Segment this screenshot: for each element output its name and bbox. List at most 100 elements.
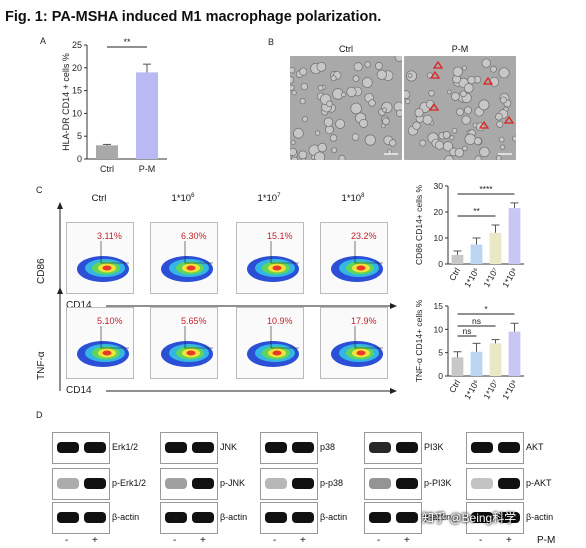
flow-percentage: 15.1% (267, 231, 293, 241)
significance-label: ** (473, 206, 480, 216)
blot-panel (260, 468, 318, 500)
cell (404, 90, 411, 99)
cell (299, 98, 306, 105)
y-tick-label: 30 (434, 181, 444, 191)
y-tick-label: 10 (434, 233, 444, 243)
cell (435, 140, 445, 150)
y-axis-label: HLA-DR CD14 + cells % (61, 53, 71, 151)
significance-label: ns (472, 316, 481, 326)
blot-label: p-p38 (320, 478, 344, 488)
blot-label: PI3K (424, 442, 444, 452)
cell (353, 62, 363, 72)
cell (299, 67, 308, 76)
treatment-minus: - (479, 535, 483, 546)
significance-label: ns (463, 326, 472, 336)
y-tick-label: 20 (434, 207, 444, 217)
significance-label: ** (123, 37, 131, 47)
flow-row-ylabel: TNF-α (36, 351, 47, 380)
cell (368, 99, 376, 107)
flow-percentage: 6.30% (181, 231, 207, 241)
flow-axis-arrows (56, 287, 401, 402)
cell (314, 151, 326, 160)
cell (407, 73, 413, 78)
cell (302, 116, 308, 123)
panel-d-label: D (36, 410, 43, 420)
cell (444, 155, 454, 160)
cell (317, 142, 327, 153)
bar (489, 343, 502, 376)
category-label: Ctrl (447, 266, 462, 283)
cell (454, 147, 465, 158)
blot-panel (52, 432, 110, 464)
treatment-minus: - (273, 535, 277, 546)
blot-label: p-PI3K (424, 478, 452, 488)
cell (346, 86, 357, 98)
y-axis-label: TNF-α CD14+ cells % (414, 299, 424, 382)
cell (350, 102, 362, 115)
flow-plot (320, 222, 388, 294)
cell (462, 145, 468, 152)
figure-title: Fig. 1: PA-MSHA induced M1 macrophage po… (5, 9, 382, 25)
blot-label: p-Erk1/2 (112, 478, 147, 488)
blot-panel (52, 468, 110, 500)
blot-panel (160, 432, 218, 464)
cell (462, 65, 467, 71)
cell (412, 121, 421, 130)
cell (425, 99, 435, 109)
flow-percentage: 23.2% (351, 231, 377, 241)
category-label: Ctrl (100, 164, 114, 174)
cell (461, 115, 471, 125)
blot-label: β-actin (220, 512, 248, 522)
cell (389, 139, 397, 147)
panel-b-label: B (268, 37, 275, 47)
blot-panel (364, 468, 422, 500)
cell (298, 150, 308, 160)
treatment-plus: + (200, 535, 206, 546)
blot-panel (364, 432, 422, 464)
cell (380, 123, 386, 129)
blot-panel (52, 502, 110, 534)
blot-panel (260, 432, 318, 464)
flow-plot (320, 307, 388, 379)
red-arrow-marker (432, 60, 444, 69)
y-tick-label: 0 (438, 371, 443, 381)
bar (489, 232, 502, 264)
cell (330, 75, 337, 82)
panel-c-label: C (36, 185, 43, 195)
cell (419, 139, 427, 147)
cell (451, 127, 458, 134)
flow-condition-label: 1*107 (257, 193, 281, 205)
cell (481, 58, 491, 68)
bar (451, 254, 464, 264)
cell (498, 67, 510, 79)
blot-label: AKT (526, 442, 544, 452)
panel-a-label: A (40, 36, 47, 46)
cell (291, 90, 297, 96)
cell (473, 137, 482, 146)
cell (452, 66, 463, 77)
flow-plot (66, 307, 134, 379)
category-label: Ctrl (447, 378, 462, 395)
cell (382, 107, 388, 113)
blot-label: JNK (220, 442, 238, 452)
y-tick-label: 20 (72, 63, 82, 73)
category-label: 1*10⁸ (500, 378, 519, 402)
y-tick-label: 10 (72, 108, 82, 118)
pm-treatment-label: P-M (537, 535, 556, 546)
cell (499, 144, 506, 150)
cell (290, 66, 296, 74)
blot-panel (466, 432, 524, 464)
cell (394, 56, 402, 62)
cell (463, 106, 472, 115)
blot-label: p-JNK (220, 478, 246, 488)
cell (290, 147, 297, 157)
cell (495, 155, 502, 160)
cell (316, 61, 327, 72)
blot-panel (160, 468, 218, 500)
category-label: 1*10⁶ (462, 266, 481, 289)
blot-label: p-AKT (526, 478, 552, 488)
flow-condition-label: 1*108 (341, 193, 365, 205)
flow-percentage: 3.11% (97, 231, 122, 241)
blot-label: p38 (320, 442, 336, 452)
blot-panel (466, 502, 524, 534)
